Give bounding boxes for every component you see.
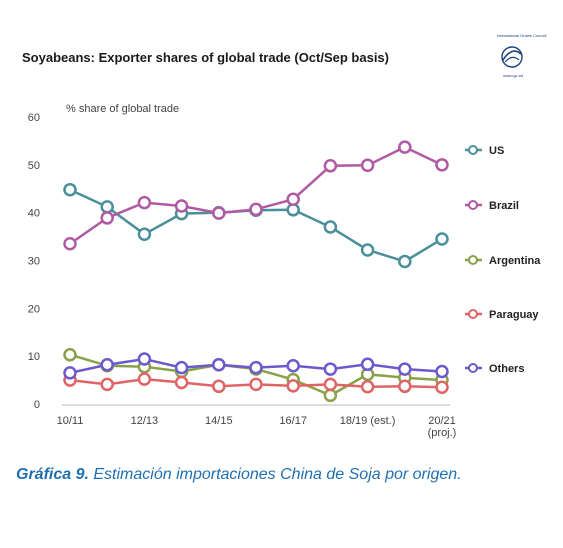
y-tick-label: 20 [28, 303, 40, 315]
x-tick-label: 10/11 [57, 415, 84, 427]
data-point-paraguay [398, 379, 412, 394]
data-point-others [323, 362, 338, 376]
data-point-paraguay [137, 372, 152, 386]
data-point-brazil [212, 206, 226, 220]
data-point-brazil [249, 202, 263, 217]
logo-name: International Grains Council [497, 33, 546, 38]
data-point-paraguay [249, 377, 263, 392]
legend-marker-brazil [468, 200, 478, 210]
caption-text: Estimación importaciones China de Soja p… [88, 466, 462, 483]
data-point-brazil [137, 195, 152, 210]
x-tick-label: 18/19 (est.) [340, 415, 396, 427]
y-axis-label: % share of global trade [66, 103, 179, 115]
data-point-paraguay [360, 380, 375, 394]
data-point-brazil [435, 158, 449, 172]
legend-marker-us [468, 145, 478, 155]
x-tick-label: 14/15 [205, 415, 233, 427]
legend: US Brazil Argentina Paraguay Others [465, 145, 541, 375]
legend-marker-argentina [468, 255, 478, 265]
series-line-brazil [69, 145, 443, 245]
data-point-us [63, 182, 77, 197]
data-point-brazil [360, 158, 375, 173]
data-point-us [398, 254, 412, 269]
data-point-others [212, 358, 226, 372]
data-point-paraguay [435, 380, 449, 395]
legend-item-others: Others [465, 363, 524, 375]
data-point-argentina [323, 388, 338, 403]
data-point-us [323, 220, 338, 234]
data-point-paraguay [100, 377, 114, 392]
caption-lead: Gráfica 9. [16, 466, 89, 483]
legend-label-paraguay: Paraguay [489, 309, 539, 321]
legend-marker-others [468, 363, 478, 373]
globe-swoosh-icon [504, 56, 520, 63]
data-point-brazil [286, 192, 300, 207]
data-point-others [360, 357, 375, 372]
series-others [63, 352, 449, 380]
data-point-others [249, 360, 263, 375]
data-point-brazil [174, 199, 189, 213]
y-tick-label: 50 [28, 160, 40, 172]
data-point-us [360, 243, 375, 257]
chart-title: Soyabeans: Exporter shares of global tra… [22, 50, 389, 65]
y-tick-label: 30 [28, 256, 40, 268]
data-point-others [286, 358, 300, 373]
y-tick-label: 10 [28, 351, 40, 363]
series-line-us [69, 188, 443, 263]
data-point-brazil [323, 159, 338, 173]
data-point-us [137, 227, 152, 241]
x-tick-label: 12/13 [131, 415, 159, 427]
data-point-others [174, 360, 189, 375]
data-point-others [398, 362, 412, 376]
x-tick-label: 20/21 (proj.) [428, 415, 457, 439]
data-point-brazil [100, 211, 114, 225]
data-point-argentina [63, 347, 77, 362]
logo-url: www.igc.int [503, 73, 524, 78]
data-point-paraguay [323, 377, 338, 392]
y-tick-label: 60 [28, 112, 40, 124]
series-us [63, 182, 449, 269]
series-paraguay [63, 372, 449, 395]
igc-logo: International Grains Council www.igc.int [497, 33, 546, 78]
data-point-others [100, 358, 114, 372]
data-point-brazil [398, 140, 412, 154]
x-axis-ticks: 10/11 12/13 14/15 16/17 18/19 (est.) 20/21 (pr… [57, 415, 457, 439]
data-point-others [435, 364, 449, 379]
series-argentina [63, 347, 449, 403]
y-tick-label: 40 [28, 208, 40, 220]
legend-item-paraguay: Paraguay [465, 309, 539, 321]
data-point-paraguay [212, 379, 226, 394]
legend-item-argentina: Argentina [465, 255, 541, 267]
legend-label-us: US [489, 145, 504, 157]
data-point-brazil [63, 237, 77, 251]
data-point-paraguay [286, 379, 300, 393]
legend-label-brazil: Brazil [489, 200, 519, 212]
legend-item-brazil: Brazil [465, 200, 519, 212]
globe-icon [501, 46, 523, 68]
data-point-paraguay [174, 375, 189, 390]
series-layer [63, 140, 449, 403]
series-brazil [63, 140, 449, 251]
data-point-others [137, 352, 152, 366]
legend-item-us: US [465, 145, 504, 157]
legend-label-others: Others [489, 363, 524, 375]
legend-label-argentina: Argentina [489, 255, 541, 267]
y-tick-label: 0 [34, 399, 40, 411]
y-axis-ticks: 0 10 20 30 40 50 60 [28, 112, 40, 411]
x-tick-label: 16/17 [279, 415, 307, 427]
figure-caption: Gráfica 9. Estimación importaciones Chin… [16, 466, 556, 484]
line-chart: Soyabeans: Exporter shares of global tra… [22, 33, 546, 439]
globe-swoosh-icon [502, 50, 522, 61]
data-point-us [100, 200, 114, 214]
data-point-us [435, 232, 449, 246]
legend-marker-paraguay [468, 309, 478, 319]
data-point-others [63, 366, 77, 380]
